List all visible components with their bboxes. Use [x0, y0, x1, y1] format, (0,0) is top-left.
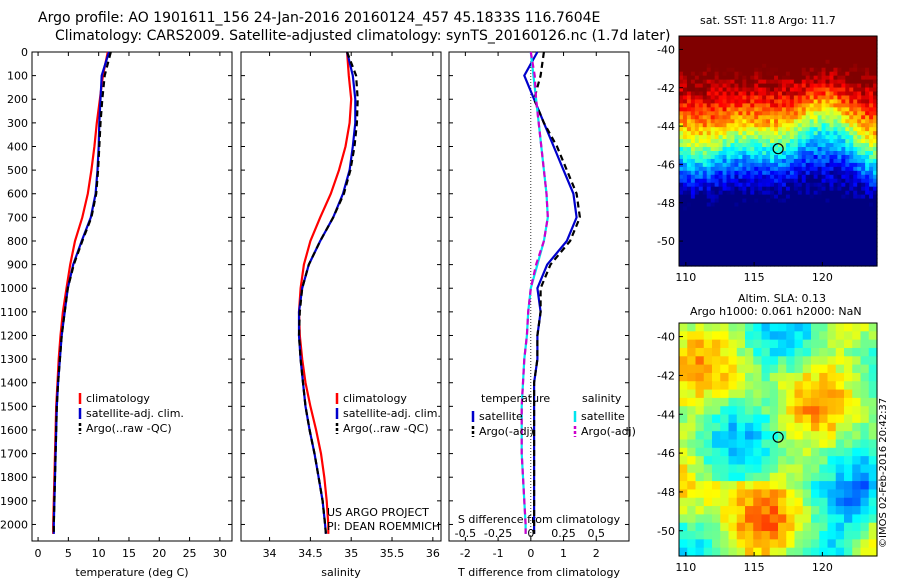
series-line-argo-raw-qc-: [297, 51, 359, 534]
legend-label-salinity: Argo(..raw -QC): [343, 422, 429, 435]
figure-title-line1: Argo profile: AO 1901611_156 24-Jan-2016…: [38, 10, 601, 26]
y-tick-label: 700: [7, 211, 28, 224]
legend-label-salinity: satellite: [581, 410, 625, 423]
series-line-argo-raw-qc-: [52, 51, 112, 534]
legend-label-temperature: satellite: [479, 410, 523, 423]
map-y-tick-label: -42: [657, 82, 675, 95]
map-y-tick-label: -40: [657, 331, 675, 344]
y-tick-label: 400: [7, 140, 28, 153]
sla-map-subtitle: Argo h1000: 0.061 h2000: NaN: [690, 305, 862, 318]
legend-label-temperature: satellite-adj. clim.: [86, 407, 184, 420]
x-tick-label: 35: [344, 547, 358, 560]
secondary-tick-label: -0.5: [455, 527, 476, 540]
legend-label-temperature: climatology: [86, 392, 150, 405]
y-tick-label: 2000: [0, 518, 28, 531]
figure-title-line2: Climatology: CARS2009. Satellite-adjuste…: [55, 28, 671, 44]
map-y-tick-label: -48: [657, 197, 675, 210]
legend-heading-salinity: salinity: [582, 392, 622, 405]
map-y-tick-label: -46: [657, 447, 675, 460]
argo-float-marker: [772, 431, 784, 443]
map-y-tick-label: -50: [657, 235, 675, 248]
sst-map-field: [679, 36, 878, 267]
x-axis-label-difference: T difference from climatology: [457, 566, 620, 579]
map-x-tick-label: 115: [744, 561, 765, 574]
legend-heading-temperature: temperature: [481, 392, 550, 405]
x-tick-label: 20: [152, 547, 166, 560]
map-y-tick-label: -42: [657, 369, 675, 382]
series-line-temperature-argo-adj-: [532, 51, 582, 534]
map-y-tick-label: -44: [657, 120, 675, 133]
legend-label-temperature: Argo(..raw -QC): [86, 422, 172, 435]
x-tick-label: 30: [213, 547, 227, 560]
project-credit-line2: PI: DEAN ROEMMICH: [327, 520, 440, 533]
y-tick-label: 900: [7, 259, 28, 272]
y-tick-label: 1500: [0, 400, 28, 413]
sla-map-title: Altim. SLA: 0.13: [738, 292, 827, 305]
y-tick-label: 1700: [0, 448, 28, 461]
project-credit-line1: US ARGO PROJECT: [327, 506, 429, 519]
y-tick-label: 600: [7, 188, 28, 201]
secondary-tick-label: 0.25: [551, 527, 576, 540]
x-tick-label: 10: [92, 547, 106, 560]
x-tick-label: -2: [460, 547, 471, 560]
map-x-tick-label: 120: [812, 271, 833, 284]
y-tick-label: 200: [7, 93, 28, 106]
map-x-tick-label: 110: [675, 561, 696, 574]
map-y-tick-label: -50: [657, 525, 675, 538]
y-tick-label: 1900: [0, 495, 28, 508]
legend-label-salinity: satellite-adj. clim.: [343, 407, 441, 420]
y-tick-label: 1400: [0, 377, 28, 390]
legend-label-salinity: Argo(-adj): [581, 425, 636, 438]
sla-map-field: [679, 323, 878, 557]
map-x-tick-label: 120: [812, 561, 833, 574]
x-axis-label-salinity: salinity: [321, 566, 361, 579]
x-tick-label: 34.5: [298, 547, 323, 560]
map-x-tick-label: 110: [675, 271, 696, 284]
series-line-salinity-argo-adj-: [520, 51, 549, 534]
y-tick-label: 1000: [0, 282, 28, 295]
y-tick-label: 1200: [0, 329, 28, 342]
plot-frame-salinity: [240, 51, 442, 542]
argo-float-marker: [772, 143, 784, 155]
x-tick-label: 5: [65, 547, 72, 560]
y-tick-label: 800: [7, 235, 28, 248]
x-tick-label: 34: [263, 547, 277, 560]
y-tick-label: 300: [7, 117, 28, 130]
x-tick-label: 1: [560, 547, 567, 560]
sla-map-frame: [678, 322, 878, 557]
y-tick-label: 1300: [0, 353, 28, 366]
map-y-tick-label: -44: [657, 408, 675, 421]
legend-label-salinity: climatology: [343, 392, 407, 405]
map-y-tick-label: -40: [657, 43, 675, 56]
plot-frame-temperature: [31, 51, 233, 542]
y-tick-label: 100: [7, 70, 28, 83]
secondary-tick-label: 0.5: [588, 527, 606, 540]
map-y-tick-label: -48: [657, 486, 675, 499]
x-tick-label: 25: [183, 547, 197, 560]
secondary-axis-label: S difference from climatology: [458, 513, 621, 526]
x-tick-label: -1: [493, 547, 504, 560]
x-tick-label: 0: [35, 547, 42, 560]
x-tick-label: 35.5: [380, 547, 405, 560]
y-tick-label: 1800: [0, 471, 28, 484]
x-axis-label-temperature: temperature (deg C): [75, 566, 188, 579]
y-tick-label: 0: [21, 46, 28, 59]
y-tick-label: 500: [7, 164, 28, 177]
secondary-tick-label: 0: [527, 527, 534, 540]
x-tick-label: 2: [593, 547, 600, 560]
x-tick-label: 0: [527, 547, 534, 560]
sst-map-frame: [678, 35, 878, 267]
y-tick-label: 1600: [0, 424, 28, 437]
legend-label-temperature: Argo(-adj): [479, 425, 534, 438]
map-x-tick-label: 115: [744, 271, 765, 284]
map-y-tick-label: -46: [657, 158, 675, 171]
secondary-tick-label: -0.25: [484, 527, 512, 540]
sst-map-title: sat. SST: 11.8 Argo: 11.7: [700, 14, 836, 27]
y-tick-label: 1100: [0, 306, 28, 319]
x-tick-label: 36: [426, 547, 440, 560]
x-tick-label: 15: [122, 547, 136, 560]
